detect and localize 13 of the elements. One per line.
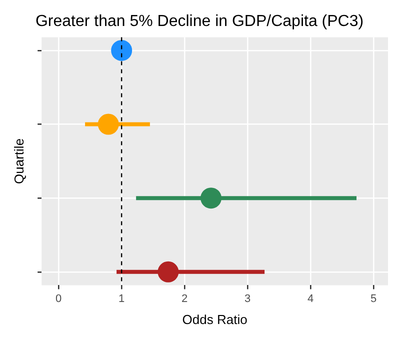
x-tick-label: 3 xyxy=(244,292,251,305)
x-axis-title: Odds Ratio xyxy=(182,312,248,327)
point xyxy=(158,261,179,282)
chart-title: Greater than 5% Decline in GDP/Capita (PC3) xyxy=(35,13,364,30)
x-tick-label: 2 xyxy=(182,292,188,305)
point xyxy=(111,40,132,61)
x-tick-label: 0 xyxy=(56,292,62,305)
x-tick-label: 4 xyxy=(307,292,314,305)
y-axis-title: Quartile xyxy=(11,138,26,184)
x-tick-label: 5 xyxy=(370,292,377,305)
x-tick-label: 1 xyxy=(118,292,125,305)
point xyxy=(98,114,119,135)
point xyxy=(200,188,222,209)
